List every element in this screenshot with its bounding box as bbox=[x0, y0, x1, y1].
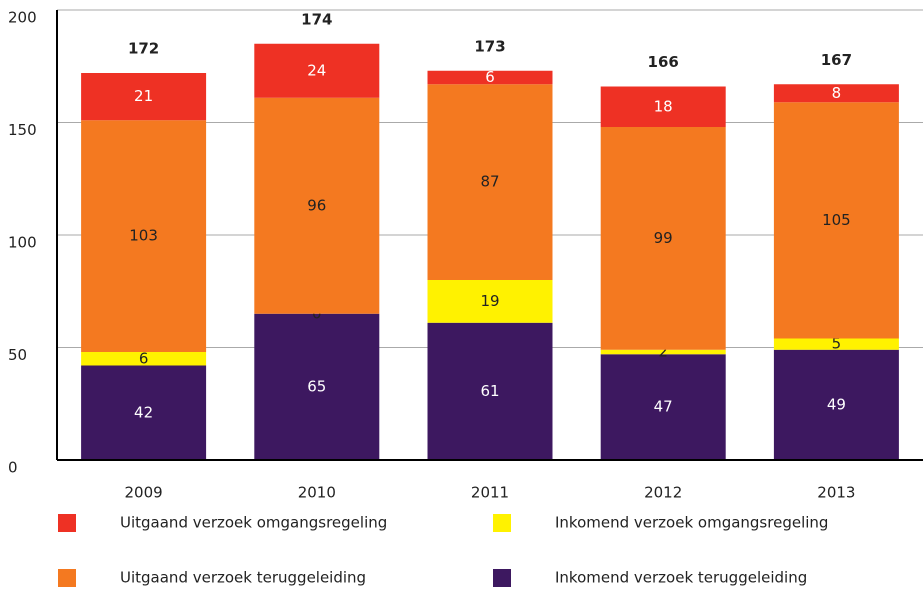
y-tick-label: 200 bbox=[8, 9, 37, 27]
value-label: 6 bbox=[485, 68, 495, 86]
value-label: 103 bbox=[129, 227, 158, 245]
bar-segment bbox=[600, 349, 726, 355]
bar-segment bbox=[427, 322, 553, 460]
value-label: 61 bbox=[480, 382, 499, 400]
value-label: 87 bbox=[480, 173, 499, 191]
legend-swatch bbox=[58, 569, 76, 587]
value-label: 5 bbox=[832, 335, 842, 353]
legend-label: Uitgaand verzoek omgangsregeling bbox=[120, 514, 387, 532]
legend-swatch bbox=[493, 514, 511, 532]
value-label: 21 bbox=[134, 87, 153, 105]
bar-segment bbox=[254, 97, 380, 314]
bar-segment bbox=[81, 365, 207, 460]
x-tick-label: 2012 bbox=[644, 484, 682, 502]
bar-segment bbox=[254, 43, 380, 98]
x-tick-label: 2013 bbox=[817, 484, 855, 502]
total-label: 173 bbox=[474, 37, 505, 55]
bar-segment bbox=[773, 102, 899, 339]
legend-label: Inkomend verzoek teruggeleiding bbox=[555, 569, 807, 587]
value-label: 49 bbox=[827, 395, 846, 413]
value-label: 47 bbox=[654, 398, 673, 416]
value-label: 42 bbox=[134, 403, 153, 421]
value-label: 105 bbox=[822, 211, 851, 229]
bar-segment bbox=[600, 127, 726, 350]
legend-swatch bbox=[493, 569, 511, 587]
bar-segment bbox=[773, 338, 899, 350]
bar-segment bbox=[600, 354, 726, 460]
bar-segment bbox=[427, 280, 553, 323]
bar-segment bbox=[81, 73, 207, 121]
bar-segment bbox=[600, 86, 726, 127]
bar-segment bbox=[81, 120, 207, 352]
total-label: 166 bbox=[648, 53, 679, 71]
value-label: 99 bbox=[654, 229, 673, 247]
legend-swatch bbox=[58, 514, 76, 532]
y-tick-label: 50 bbox=[8, 346, 27, 364]
y-tick-label: 0 bbox=[8, 459, 18, 477]
total-label: 167 bbox=[821, 51, 852, 69]
bar-segment bbox=[427, 70, 553, 85]
value-label: 24 bbox=[307, 61, 326, 79]
bar-segment bbox=[254, 313, 380, 460]
value-label: 19 bbox=[480, 292, 499, 310]
value-label: 96 bbox=[307, 196, 326, 214]
value-label: 65 bbox=[307, 377, 326, 395]
legend-label: Inkomend verzoek omgangsregeling bbox=[555, 514, 828, 532]
bar-segment bbox=[773, 84, 899, 103]
total-label: 174 bbox=[301, 10, 332, 28]
x-tick-label: 2011 bbox=[471, 484, 509, 502]
bar-segment bbox=[81, 352, 207, 366]
value-label: 18 bbox=[654, 97, 673, 115]
legend-label: Uitgaand verzoek teruggeleiding bbox=[120, 569, 366, 587]
bar-segment bbox=[773, 349, 899, 460]
x-tick-label: 2009 bbox=[125, 484, 163, 502]
total-label: 172 bbox=[128, 40, 159, 58]
x-tick-label: 2010 bbox=[298, 484, 336, 502]
value-label: 2 bbox=[658, 343, 668, 361]
y-tick-label: 100 bbox=[8, 234, 37, 252]
y-tick-label: 150 bbox=[8, 121, 37, 139]
bar-segment bbox=[427, 84, 553, 280]
value-label: 8 bbox=[832, 84, 842, 102]
value-label: 6 bbox=[139, 349, 149, 367]
